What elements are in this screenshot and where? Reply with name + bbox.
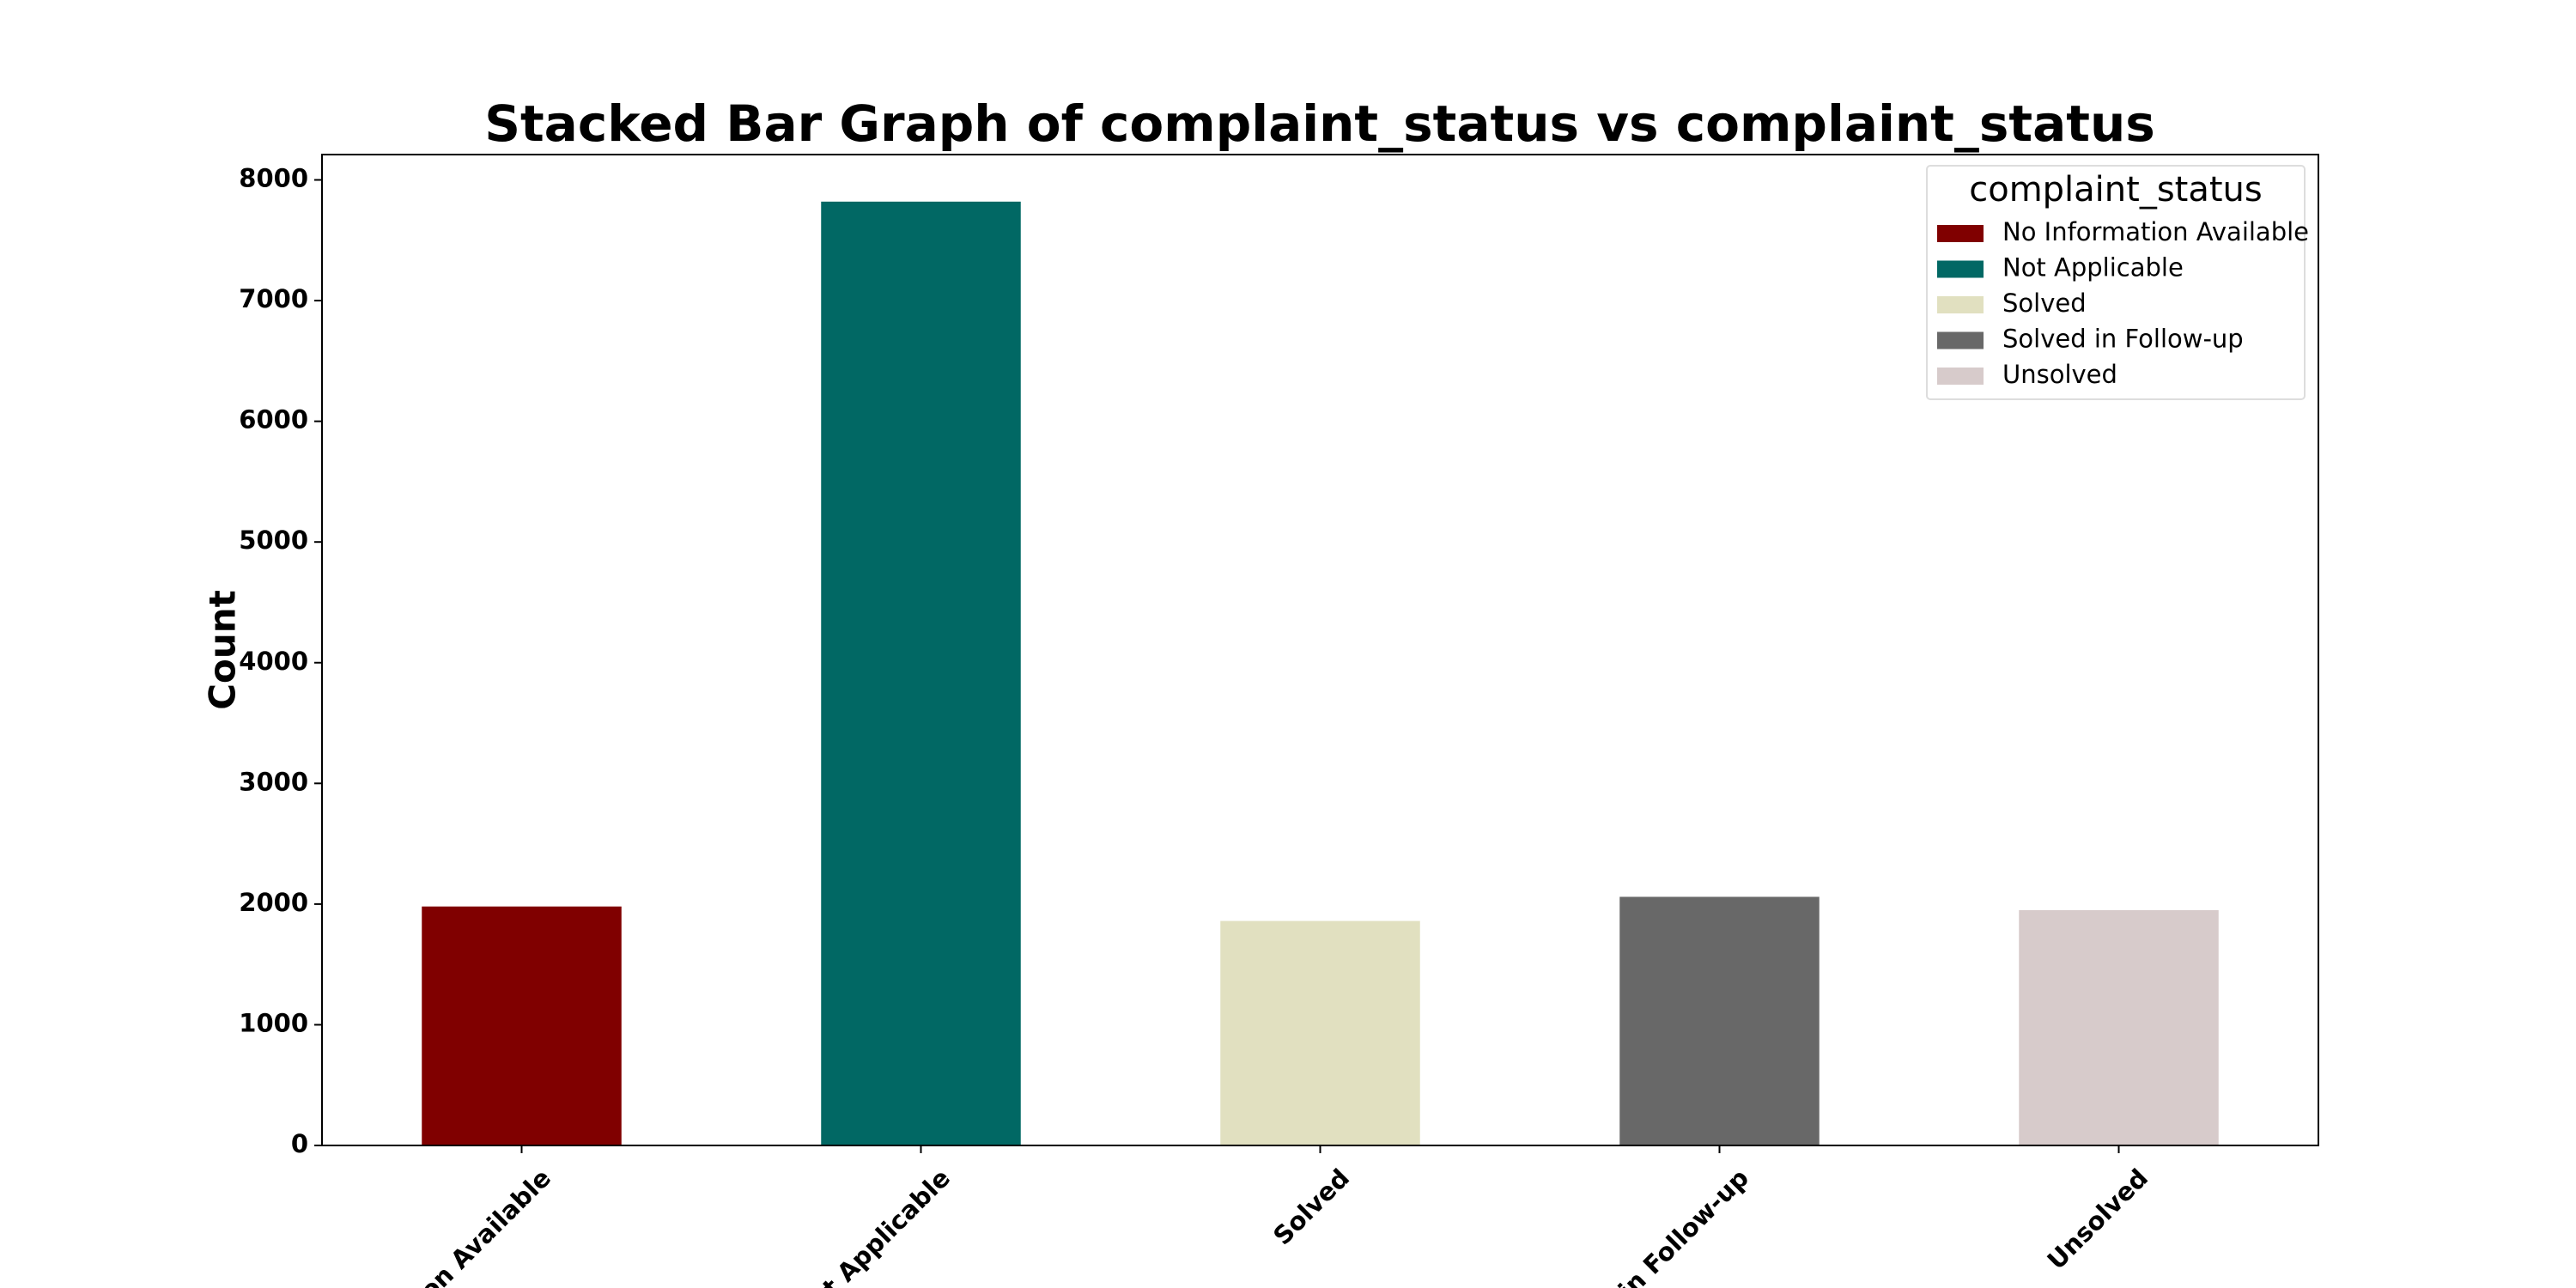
legend-swatch — [1937, 225, 1984, 242]
y-tick-label: 5000 — [239, 526, 308, 555]
legend-swatch — [1937, 296, 1984, 313]
x-tick-label: Not Applicable — [790, 1163, 956, 1288]
legend-label: Unsolved — [2002, 360, 2117, 389]
legend-swatch — [1937, 260, 1984, 278]
x-tick-label: Solved in Follow-up — [1540, 1163, 1754, 1288]
legend-label: Solved — [2002, 289, 2087, 318]
y-tick-label: 4000 — [239, 647, 308, 676]
legend-swatch — [1937, 331, 1984, 349]
x-tick-label: No Information Available — [289, 1163, 557, 1288]
legend: complaint_status No Information Available… — [1926, 165, 2309, 400]
legend-label: No Information Available — [2002, 217, 2309, 246]
y-tick-label: 2000 — [239, 888, 308, 917]
legend-label: Not Applicable — [2002, 253, 2184, 283]
bar-segment — [2019, 909, 2219, 1145]
legend-label: Solved in Follow-up — [2002, 325, 2244, 354]
legend-swatch — [1937, 368, 1984, 385]
bar-segment — [821, 201, 1021, 1146]
bar-segment — [1619, 896, 1820, 1145]
y-axis-label: Count — [202, 590, 244, 710]
legend-frame — [1926, 165, 2306, 400]
y-tick-label: 7000 — [239, 284, 308, 313]
x-tick-label: Unsolved — [2042, 1163, 2154, 1276]
chart-title: Stacked Bar Graph of complaint_status vs… — [484, 94, 2155, 153]
x-tick-label: Solved — [1267, 1163, 1355, 1251]
bar-segment — [1220, 920, 1420, 1145]
legend-title: complaint_status — [1969, 170, 2263, 210]
y-tick-label: 1000 — [239, 1008, 308, 1037]
y-tick-label: 3000 — [239, 767, 308, 796]
y-tick-label: 0 — [291, 1129, 308, 1158]
y-tick-label: 6000 — [239, 405, 308, 434]
y-tick-label: 8000 — [239, 164, 308, 193]
bar-segment — [422, 906, 622, 1145]
plot-frame — [321, 154, 2319, 1146]
